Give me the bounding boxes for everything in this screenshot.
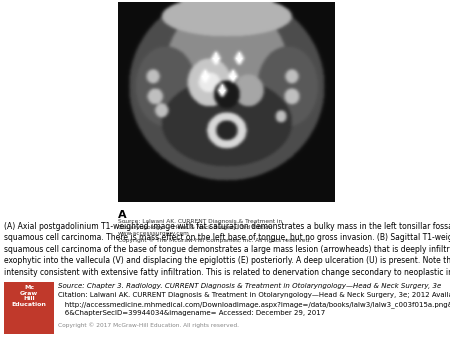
Text: http://accessmedicine.mhmedical.com/Downloadimage.aspx?image=/data/books/lalw3/l: http://accessmedicine.mhmedical.com/Down… bbox=[58, 301, 450, 308]
Text: (A) Axial postgadolinium T1-weighted image with fat saturation demonstrates a bu: (A) Axial postgadolinium T1-weighted ima… bbox=[4, 222, 450, 277]
Text: A: A bbox=[118, 210, 126, 220]
Text: 6&ChapterSecID=39944034&imagename= Accessed: December 29, 2017: 6&ChapterSecID=39944034&imagename= Acces… bbox=[58, 310, 325, 316]
Text: Copyright © 2017 McGraw-Hill Education. All rights reserved.: Copyright © 2017 McGraw-Hill Education. … bbox=[58, 322, 239, 328]
Text: Source: Chapter 3. Radiology. CURRENT Diagnosis & Treatment in Otolaryngology—He: Source: Chapter 3. Radiology. CURRENT Di… bbox=[58, 283, 441, 289]
Text: Citation: Lalwani AK. CURRENT Diagnosis & Treatment in Otolaryngology—Head & Nec: Citation: Lalwani AK. CURRENT Diagnosis … bbox=[58, 292, 450, 298]
Text: Source: Lalwani AK. CURRENT Diagnosis & Treatment in
Otolaryngology — Head & Nec: Source: Lalwani AK. CURRENT Diagnosis & … bbox=[118, 219, 311, 243]
Bar bbox=[4, 282, 54, 334]
Text: Mc
Graw
Hill
Education: Mc Graw Hill Education bbox=[12, 285, 46, 307]
